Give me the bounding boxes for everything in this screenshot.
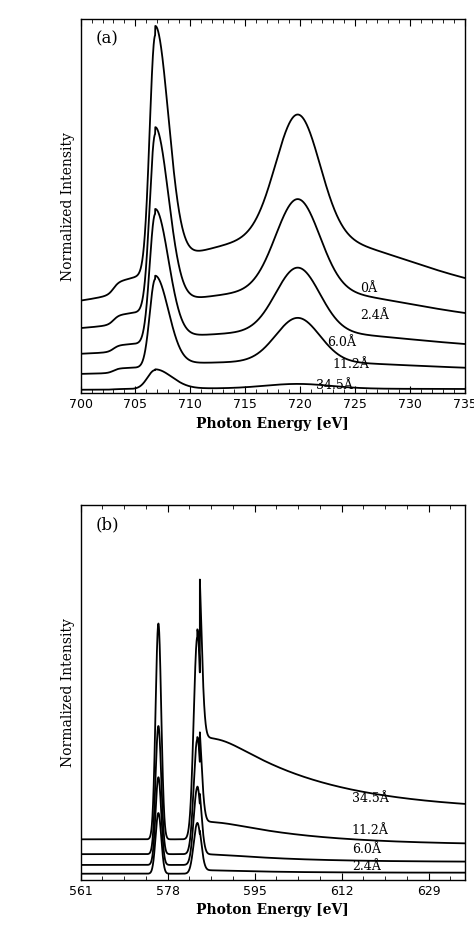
Text: 34.5Å: 34.5Å [317, 379, 353, 393]
Text: 11.2Å: 11.2Å [333, 358, 370, 371]
Text: 2.4Å: 2.4Å [352, 861, 381, 873]
X-axis label: Photon Energy [eV]: Photon Energy [eV] [196, 903, 349, 918]
Text: 34.5Å: 34.5Å [352, 793, 389, 805]
Text: 11.2Å: 11.2Å [352, 824, 389, 837]
Text: (b): (b) [96, 517, 119, 534]
Text: 2.4Å: 2.4Å [360, 309, 389, 323]
Text: 6.0Å: 6.0Å [352, 843, 381, 856]
Text: 0Å: 0Å [360, 282, 377, 295]
Text: (a): (a) [96, 30, 119, 47]
Y-axis label: Normalized Intensity: Normalized Intensity [61, 131, 75, 281]
Text: 6.0Å: 6.0Å [328, 336, 356, 349]
X-axis label: Photon Energy [eV]: Photon Energy [eV] [196, 416, 349, 430]
Y-axis label: Normalized Intensity: Normalized Intensity [61, 618, 75, 767]
